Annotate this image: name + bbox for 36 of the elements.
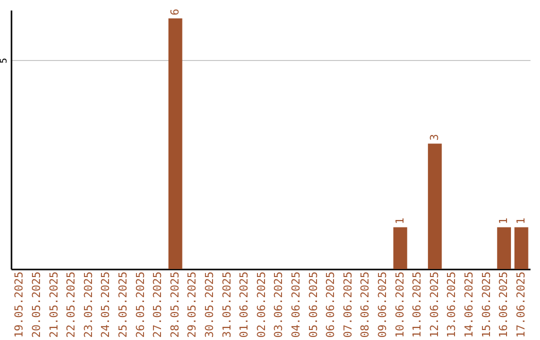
x-tick-label: 30.05.2025 [202,272,216,338]
x-tick-label: 11.06.2025 [410,272,424,338]
x-tick-label: 07.06.2025 [341,272,354,338]
x-tick-label: 26.05.2025 [134,272,147,338]
data-label: 1 [497,218,510,224]
x-tick-label: 04.06.2025 [289,272,302,338]
x-tick-label: 12.06.2025 [428,272,441,338]
x-tick-label: 28.05.2025 [168,272,182,338]
data-label: 6 [168,8,182,16]
x-tick-label: 16.06.2025 [497,272,510,338]
x-tick-label: 08.06.2025 [358,272,372,338]
x-tick-label: 03.06.2025 [272,272,286,338]
x-tick-label: 17.06.2025 [514,272,528,338]
x-tick-label: 31.05.2025 [220,272,234,338]
x-tick-label: 27.05.2025 [151,272,164,338]
x-tick-label: 14.06.2025 [462,272,476,338]
x-tick-label: 10.06.2025 [393,272,406,338]
x-tick-label: 29.05.2025 [186,272,199,338]
x-tick-label: 09.06.2025 [376,272,389,338]
x-tick-label: 19.05.2025 [12,272,26,338]
x-tick-label: 24.05.2025 [99,272,112,338]
x-tick-label: 25.05.2025 [116,272,130,338]
x-tick-label: 21.05.2025 [47,272,60,338]
x-tick-label: 15.06.2025 [480,272,493,338]
data-label: 3 [428,134,441,141]
data-label: 1 [514,218,528,224]
x-tick-label: 13.06.2025 [445,272,458,338]
x-tick-label: 02.06.2025 [254,272,268,338]
x-tick-label: 01.06.2025 [238,272,251,338]
x-tick-label: 20.05.2025 [30,272,43,338]
x-tick-label: 05.06.2025 [306,272,320,338]
x-tick-label: 23.05.2025 [82,272,95,338]
x-tick-label: 06.06.2025 [324,272,338,338]
data-label: 1 [393,218,406,224]
y-tick-label: 5 [0,58,10,64]
x-tick-label: 22.05.2025 [64,272,78,338]
